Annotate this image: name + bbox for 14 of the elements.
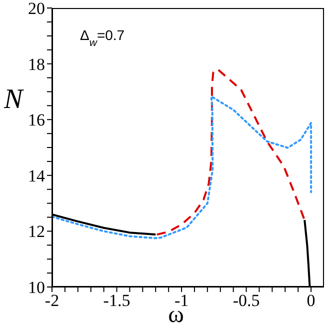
- line-series: [52, 95, 312, 240]
- y-tick-label: 10: [28, 278, 45, 298]
- y-tick-label: 14: [28, 166, 46, 186]
- x-tick-label: 0: [306, 291, 316, 310]
- y-axis-title: N: [3, 84, 24, 115]
- x-tick-label: -0.5: [232, 291, 260, 310]
- y-tick-label: 18: [28, 54, 45, 74]
- y-tick-label: 16: [28, 110, 45, 130]
- x-tick-label: -1.5: [103, 291, 130, 310]
- x-tick-label: -2: [44, 291, 60, 310]
- y-tick-label: 12: [28, 222, 45, 242]
- y-tick-label: 20: [28, 0, 45, 18]
- line-series: [156, 68, 306, 236]
- annotation: Δ$_{w}$=0.7: [80, 27, 125, 49]
